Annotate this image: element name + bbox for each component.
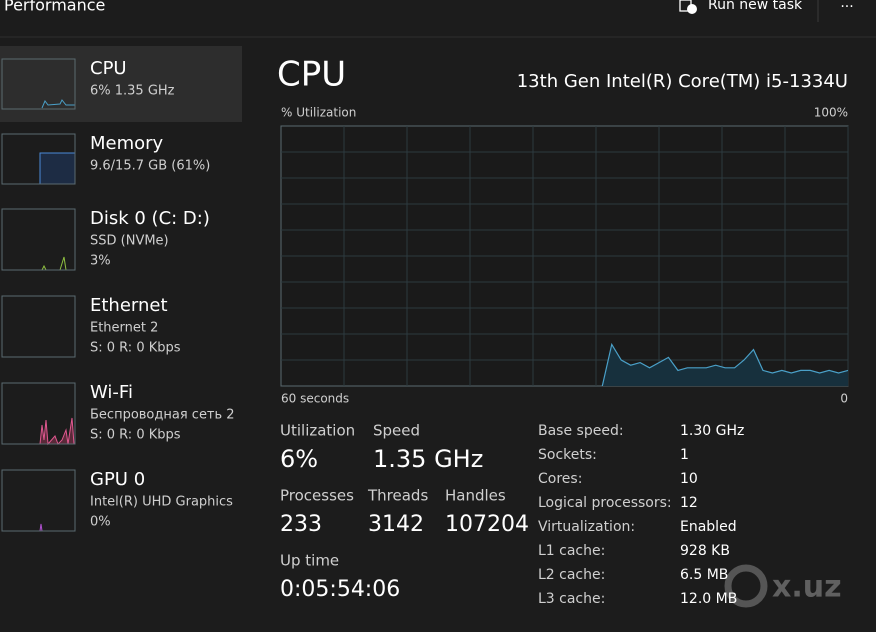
run-new-task-button[interactable]: Run new task	[679, 0, 803, 14]
stat-label: Speed	[373, 422, 420, 440]
thumbnail-frame	[1, 58, 76, 110]
stat-value: 1.35 GHz	[373, 445, 483, 473]
detail-label: Logical processors:	[538, 495, 672, 511]
sidebar-title[interactable]: Wi-Fi	[90, 382, 133, 403]
detail-label: Cores:	[538, 471, 582, 487]
sidebar-item[interactable]: Disk 0 (C: D:) SSD (NVMe) 3%	[90, 208, 210, 269]
stat-value: 3142	[368, 512, 424, 537]
sidebar-detail[interactable]: S: 0 R: 0 Kbps	[90, 428, 181, 443]
stat-label: Utilization	[280, 422, 355, 440]
sidebar-detail[interactable]: 0%	[90, 515, 111, 530]
cpu-thumb-line	[41, 99, 75, 109]
y-max-label: 100%	[814, 106, 848, 120]
thumbnail-frame	[1, 469, 76, 532]
run-new-task-label[interactable]: Run new task	[708, 0, 803, 13]
sidebar-detail[interactable]: Ethernet 2	[90, 321, 158, 336]
cpu-model: 13th Gen Intel(R) Core(TM) i5-1334U	[517, 71, 848, 92]
sidebar-detail[interactable]: 3%	[90, 254, 111, 269]
watermark-logo	[724, 564, 768, 608]
wifi-thumb-line	[39, 417, 75, 446]
detail-value: 12	[680, 495, 698, 511]
utilization-graph	[280, 125, 849, 387]
x-axis-label: 60 seconds	[281, 392, 349, 406]
utilization-line	[601, 342, 849, 387]
stat-value: 6%	[280, 445, 318, 473]
stat-value: 107204	[445, 512, 529, 537]
sidebar-detail[interactable]: Беспроводная сеть 2	[90, 408, 235, 423]
sidebar-title[interactable]: Memory	[90, 133, 164, 154]
sidebar-title[interactable]: Ethernet	[90, 295, 168, 316]
sidebar-item[interactable]: Ethernet Ethernet 2 S: 0 R: 0 Kbps	[90, 295, 181, 356]
sidebar-item[interactable]: CPU 6% 1.35 GHz	[90, 58, 175, 99]
detail-label: Virtualization:	[538, 519, 635, 535]
stat-value: 0:05:54:06	[280, 577, 400, 602]
sidebar-item[interactable]: Wi-Fi Беспроводная сеть 2 S: 0 R: 0 Kbps	[90, 382, 235, 443]
detail-value: 1.30 GHz	[680, 423, 744, 439]
detail-value: 1	[680, 447, 689, 463]
detail-label: L3 cache:	[538, 591, 605, 607]
thumbnail-frame	[1, 133, 76, 185]
detail-value: 10	[680, 471, 698, 487]
detail-value: 6.5 MB	[680, 567, 728, 583]
content: CPU 6% 1.35 GHz Memory 9.6/15.7 GB (61%) Dis…	[90, 58, 744, 607]
detail-label: Base speed:	[538, 423, 624, 439]
stat-label: Threads	[367, 487, 428, 505]
detail-value: Enabled	[680, 519, 737, 535]
detail-label: Sockets:	[538, 447, 597, 463]
sidebar-detail[interactable]: 9.6/15.7 GB (61%)	[90, 159, 210, 174]
thumbnails	[1, 58, 76, 532]
stat-label: Up time	[280, 552, 339, 570]
gpu-thumb-line	[39, 523, 43, 532]
utilization-area	[602, 344, 848, 386]
x-end-label: 0	[840, 392, 848, 406]
detail-value: 928 KB	[680, 543, 730, 559]
detail-value: 12.0 MB	[680, 591, 737, 607]
sidebar-detail[interactable]: 6% 1.35 GHz	[90, 84, 175, 99]
thumbnail-frame	[1, 382, 76, 445]
memory-thumb-fill	[39, 152, 76, 185]
more-button[interactable]: ...	[840, 0, 853, 11]
sidebar-item[interactable]: Memory 9.6/15.7 GB (61%)	[90, 133, 210, 174]
thumbnail-frame	[1, 295, 76, 358]
sidebar-detail[interactable]: Intel(R) UHD Graphics	[90, 495, 233, 510]
cpu-title: CPU	[277, 55, 346, 95]
sidebar-detail[interactable]: SSD (NVMe)	[90, 234, 169, 249]
sidebar-detail[interactable]: S: 0 R: 0 Kbps	[90, 341, 181, 356]
sidebar-title[interactable]: GPU 0	[90, 469, 145, 490]
detail-label: L2 cache:	[538, 567, 605, 583]
sidebar-title[interactable]: Disk 0 (C: D:)	[90, 208, 210, 229]
stat-label: Processes	[280, 487, 354, 505]
sidebar-title[interactable]: CPU	[90, 58, 127, 79]
detail-label: L1 cache:	[538, 543, 605, 559]
page-title: Performance	[4, 0, 105, 15]
thumbnail-frame	[1, 208, 76, 271]
run-icon-plus	[687, 4, 697, 14]
y-axis-label: % Utilization	[281, 106, 356, 120]
stat-value: 233	[280, 512, 322, 537]
sidebar-item[interactable]: GPU 0 Intel(R) UHD Graphics 0%	[90, 469, 233, 530]
watermark: x.uz	[772, 570, 842, 605]
stat-label: Handles	[445, 487, 506, 505]
